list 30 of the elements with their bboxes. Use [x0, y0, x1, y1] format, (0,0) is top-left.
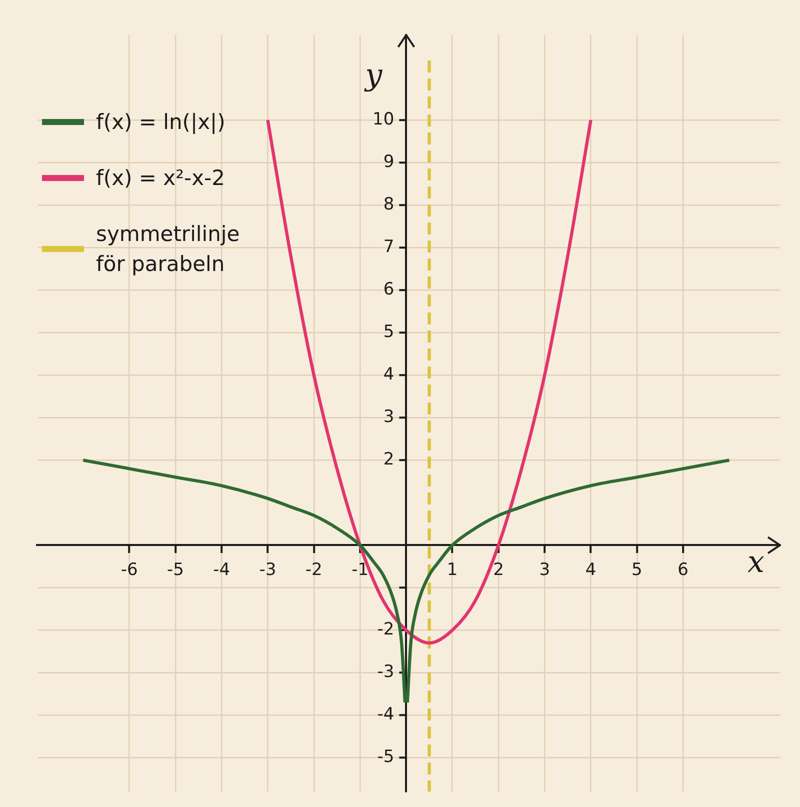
x-tick-label: -3: [259, 560, 276, 580]
x-tick-label: 5: [632, 560, 642, 580]
y-tick-label: -4: [377, 704, 394, 725]
x-tick-label: -4: [213, 560, 230, 580]
x-tick-label: 3: [539, 560, 550, 580]
y-tick-label: 2: [383, 450, 394, 470]
x-tick-label: -6: [120, 560, 138, 580]
legend-label: f(x) = ln(|x|): [96, 109, 226, 136]
y-tick-label: 3: [383, 407, 394, 428]
x-tick-label: -5: [166, 560, 184, 580]
x-axis-title: x: [748, 545, 765, 580]
x-tick-label: -2: [305, 560, 322, 580]
x-tick-label: 1: [446, 560, 458, 580]
y-tick-label: 10: [372, 109, 394, 130]
y-axis-title: y: [363, 58, 384, 93]
x-tick-label: 6: [678, 560, 688, 580]
x-tick-label: 4: [585, 560, 596, 580]
y-tick-label: 9: [383, 152, 394, 172]
y-tick-label: -5: [377, 747, 394, 768]
y-tick-label: 5: [383, 322, 394, 342]
y-tick-label: 4: [383, 364, 394, 385]
y-tick-label: 7: [383, 237, 394, 258]
x-tick-label: -1: [352, 560, 369, 580]
legend-label: symmetrilinje för parabeln: [96, 221, 241, 278]
y-tick-label: -2: [377, 620, 394, 640]
y-tick-label: -3: [377, 662, 394, 682]
x-tick-label: 2: [493, 560, 504, 580]
legend-label: f(x) = x²-x-2: [96, 165, 225, 192]
y-tick-label: 6: [383, 280, 394, 300]
y-tick-label: 8: [383, 194, 394, 214]
